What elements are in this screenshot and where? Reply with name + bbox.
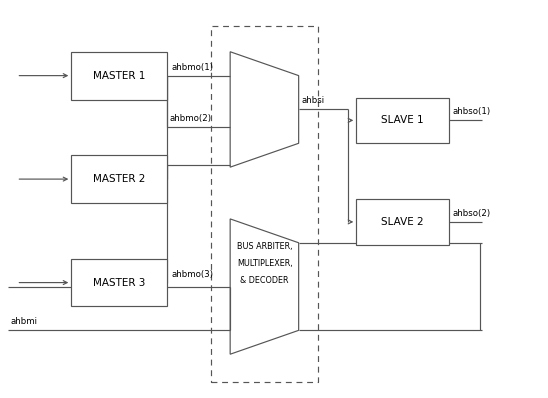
Text: ahbmo(3): ahbmo(3) — [172, 269, 214, 279]
Text: MULTIPLEXER,: MULTIPLEXER, — [237, 259, 293, 268]
Bar — [211, 26, 318, 382]
Bar — [71, 259, 167, 306]
Text: ahbmi: ahbmi — [11, 317, 38, 326]
Text: ahbmo(1): ahbmo(1) — [172, 62, 214, 72]
Bar — [356, 199, 449, 245]
Text: SLAVE 1: SLAVE 1 — [381, 115, 424, 125]
Text: SLAVE 2: SLAVE 2 — [381, 217, 424, 227]
Text: MASTER 1: MASTER 1 — [93, 70, 145, 81]
Text: ahbmo(2): ahbmo(2) — [170, 114, 212, 123]
Text: MASTER 3: MASTER 3 — [93, 277, 145, 288]
Polygon shape — [230, 52, 299, 167]
Text: ahbso(2): ahbso(2) — [452, 209, 490, 218]
Text: ahbso(1): ahbso(1) — [452, 107, 490, 117]
Polygon shape — [230, 219, 299, 354]
Bar — [356, 98, 449, 143]
Bar — [71, 155, 167, 203]
Text: MASTER 2: MASTER 2 — [93, 174, 145, 184]
Text: & DECODER: & DECODER — [241, 276, 289, 285]
Bar — [71, 52, 167, 100]
Text: ahbsi: ahbsi — [301, 96, 324, 105]
Text: BUS ARBITER,: BUS ARBITER, — [237, 242, 293, 251]
